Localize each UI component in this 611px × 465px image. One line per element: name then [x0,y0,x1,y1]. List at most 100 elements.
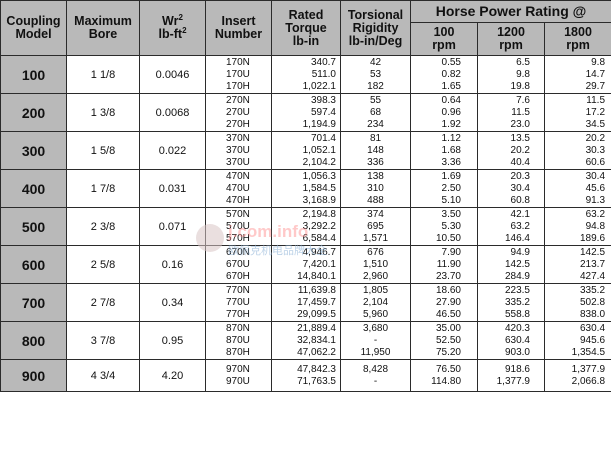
cell-value: 42 [369,56,382,68]
cell-value: 9.8 [591,56,606,68]
hp-1200-rpm-cell: 223.5 335.2 558.8 [477,283,545,322]
cell-value: 870N [226,322,250,334]
cell-value: 0.96 [441,106,461,118]
rated-torque-cell: 701.4 1,052.1 2,104.2 [271,131,341,170]
cell-value: 398.3 [310,94,336,106]
insert-number-cell: 170N 170U 170H [205,55,272,94]
cell-value: 142.5 [504,258,530,270]
cell-value: 170H [226,80,250,92]
cell-value: - [373,334,378,346]
table-row: 900 4 3/4 4.20 970N 970U 47,842.3 71,763.5 8,42… [0,359,611,392]
insert-number-cell: 270N 270U 270H [205,93,272,132]
torsional-rigidity-cell: 8,428- [340,359,411,392]
cell-value: 29,099.5 [297,308,336,320]
cell-value: 502.8 [580,296,606,308]
cell-value: 420.3 [504,322,530,334]
cell-value: 970U [226,375,250,387]
hp-1800-rpm-cell: 335.2 502.8 838.0 [543,283,611,322]
cell-value: 630.4 [504,334,530,346]
cell-value: 1,056.3 [302,170,336,182]
cell-value: 53 [369,68,382,80]
header-rpm-100: 100 rpm [410,22,478,56]
wr2-cell: 0.16 [139,245,206,284]
cell-value: 1,377.9 [571,363,606,375]
cell-value: 1.12 [441,132,461,144]
header-torsional-rigidity: Torsional Rigidity lb-in/Deg [340,0,411,56]
cell-value: 3.50 [441,208,461,220]
hp-100-rpm-cell: 0.55 0.82 1.65 [410,55,478,94]
cell-value: 1,194.9 [302,118,336,130]
cell-value: 11.5 [511,106,530,118]
cell-value: 68 [369,106,382,118]
hp-1200-rpm-cell: 6.5 9.8 19.8 [477,55,545,94]
cell-value: 370N [226,132,250,144]
cell-value: 18.60 [435,284,461,296]
table-row: 700 2 7/8 0.34 770N 770U 770H 11,639.8 17,459.7… [0,283,611,322]
hp-100-rpm-cell: 76.50 114.80 [410,359,478,392]
wr2-cell: 0.071 [139,207,206,246]
coupling-model-cell: 900 [0,359,67,392]
hp-1200-rpm-cell: 7.6 11.5 23.0 [477,93,545,132]
cell-value: 21,889.4 [297,322,336,334]
cell-value: 488 [367,194,384,206]
cell-value: 30.4 [510,182,530,194]
hp-1800-rpm-cell: 11.5 17.2 34.5 [543,93,611,132]
cell-value: 570N [226,208,250,220]
wr2-cell: 0.031 [139,169,206,208]
cell-value: 9.8 [516,68,530,80]
hp-1800-rpm-cell: 63.2 94.8 189.6 [543,207,611,246]
cell-value: 30.4 [585,170,606,182]
wr2-cell: 0.0046 [139,55,206,94]
cell-value: 427.4 [580,270,606,282]
maximum-bore-cell: 4 3/4 [66,359,140,392]
torsional-rigidity-cell: 138 310 488 [340,169,411,208]
cell-value: 94.9 [510,246,530,258]
wr2-cell: 0.022 [139,131,206,170]
table-row: 200 1 3/8 0.0068 270N 270U 270H 398.3 597.4 1,19… [0,93,611,132]
cell-value: 17,459.7 [297,296,336,308]
wr2-cell: 4.20 [139,359,206,392]
hp-1800-rpm-cell: 20.2 30.3 60.6 [543,131,611,170]
cell-value: 838.0 [580,308,606,320]
cell-value: 234 [367,118,384,130]
hp-1800-rpm-cell: 30.4 45.6 91.3 [543,169,611,208]
cell-value: 81 [369,132,382,144]
cell-value: 94.8 [585,220,606,232]
cell-value: 223.5 [504,284,530,296]
cell-value: 11.5 [586,94,606,106]
torsional-rigidity-cell: 676 1,510 2,960 [340,245,411,284]
cell-value: 870U [226,334,250,346]
cell-value: 270H [226,118,250,130]
table-row: 500 2 3/8 0.071 570N 570U 570H 2,194.8 3,292.2 6… [0,207,611,246]
cell-value: 14.7 [585,68,606,80]
hp-1800-rpm-cell: 630.4 945.6 1,354.5 [543,321,611,360]
cell-value: 3,168.9 [302,194,336,206]
cell-value: 1,510 [362,258,389,270]
coupling-model-cell: 600 [0,245,67,284]
cell-value: 146.4 [504,232,530,244]
torsional-rigidity-cell: 55 68 234 [340,93,411,132]
torsional-rigidity-cell: 3,680-11,950 [340,321,411,360]
cell-value: 29.7 [585,80,606,92]
table-row: 800 3 7/8 0.95 870N 870U 870H 21,889.4 32,834.1… [0,321,611,360]
cell-value: 270U [226,106,250,118]
header-wr2: Wr2 lb-ft2 [139,0,206,56]
torsional-rigidity-cell: 42 53 182 [340,55,411,94]
cell-value: 1,354.5 [571,346,606,358]
torsional-rigidity-cell: 1,805 2,104 5,960 [340,283,411,322]
cell-value: 670U [226,258,250,270]
cell-value: 42.1 [510,208,530,220]
cell-value: 2,194.8 [302,208,336,220]
cell-value: 5.30 [441,220,461,232]
cell-value: 52.50 [435,334,461,346]
cell-value: 670N [226,246,250,258]
header-insert-number: Insert Number [205,0,272,56]
rated-torque-cell: 398.3 597.4 1,194.9 [271,93,341,132]
maximum-bore-cell: 1 5/8 [66,131,140,170]
rated-torque-cell: 11,639.8 17,459.7 29,099.5 [271,283,341,322]
hp-1200-rpm-cell: 918.6 1,377.9 [477,359,545,392]
cell-value: 1.69 [441,170,461,182]
cell-value: 770N [226,284,250,296]
cell-value: 2,960 [362,270,389,282]
